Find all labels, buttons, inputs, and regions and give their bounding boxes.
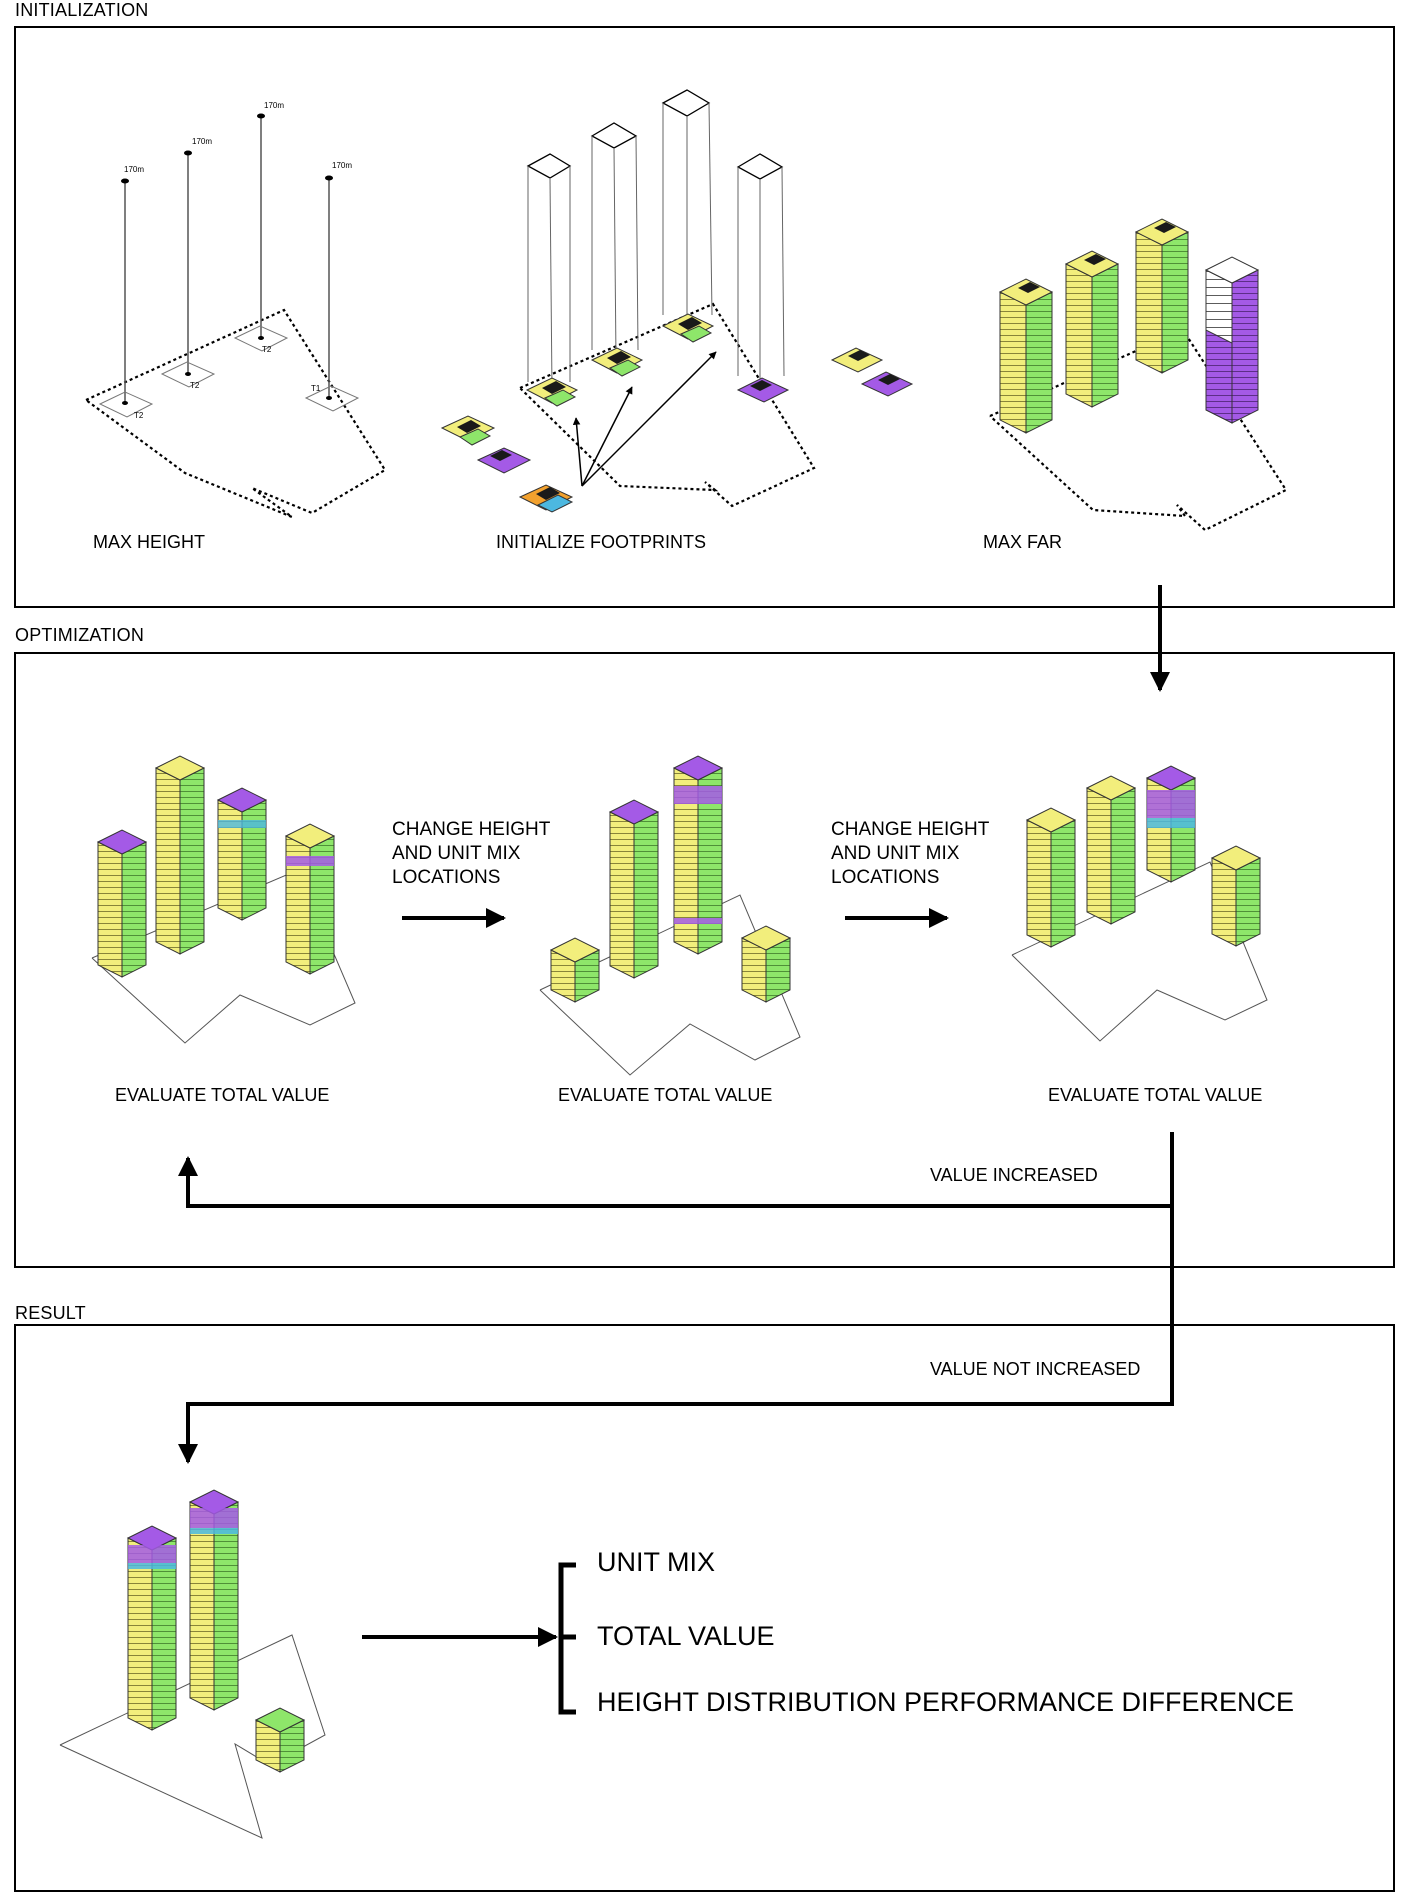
value-not-increased-path — [178, 1206, 1174, 1464]
caption-evaluate-1: EVALUATE TOTAL VALUE — [115, 1085, 330, 1105]
footprint-assignment-arrows — [572, 351, 717, 487]
change-step-1: CHANGE HEIGHT AND UNIT MIX LOCATIONS — [392, 818, 550, 890]
optimization-panel — [14, 652, 1395, 1268]
height-tag: 170m — [264, 101, 284, 110]
change-step-line: LOCATIONS — [831, 867, 940, 888]
change-step-line: CHANGE HEIGHT — [831, 819, 990, 840]
caption-max-far: MAX FAR — [983, 532, 1063, 552]
footprint-loose-orange — [518, 484, 574, 513]
tower-tag: T2 — [262, 345, 272, 354]
section-label-initialization: INITIALIZATION — [15, 0, 149, 20]
tower-tag: T1 — [311, 384, 321, 393]
max-far-towers — [998, 218, 1260, 434]
value-increased-loop — [178, 1132, 1174, 1208]
caption-evaluate-2: EVALUATE TOTAL VALUE — [558, 1085, 773, 1105]
section-label-optimization: OPTIMIZATION — [15, 625, 145, 645]
footprints-roof-frames — [526, 89, 784, 180]
footprint-placed-4 — [736, 377, 790, 403]
caption-max-height: MAX HEIGHT — [93, 532, 206, 552]
height-tag: 170m — [124, 165, 144, 174]
caption-evaluate-3: EVALUATE TOTAL VALUE — [1048, 1085, 1263, 1105]
change-step-line: CHANGE HEIGHT — [392, 819, 551, 840]
footprint-placed-1 — [525, 377, 579, 407]
footprints-guides — [527, 102, 785, 391]
max-height-site — [85, 308, 387, 519]
opt-stage2-towers — [549, 755, 792, 1003]
footprint-placed-3 — [661, 313, 715, 343]
label-value-increased: VALUE INCREASED — [930, 1165, 1098, 1185]
max-height-annotations: 170m 170m 170m 170m T2 T2 T2 T1 — [124, 101, 352, 420]
footprint-loose-right-2 — [860, 371, 914, 397]
opt-stage1-towers — [96, 755, 336, 978]
footprint-loose-right-1 — [830, 347, 884, 373]
height-tag: 170m — [192, 137, 212, 146]
change-step-line: AND UNIT MIX — [831, 843, 960, 864]
output-height-distribution: HEIGHT DISTRIBUTION PERFORMANCE DIFFEREN… — [597, 1687, 1295, 1717]
label-value-not-increased: VALUE NOT INCREASED — [930, 1359, 1141, 1379]
section-label-result: RESULT — [15, 1303, 86, 1323]
footprint-loose-purple — [476, 447, 532, 474]
max-far-site — [989, 328, 1288, 532]
max-height-footprints — [98, 325, 360, 418]
result-towers — [126, 1489, 306, 1773]
output-unit-mix: UNIT MIX — [597, 1547, 716, 1577]
caption-initialize-footprints: INITIALIZE FOOTPRINTS — [496, 532, 707, 552]
tower-tag: T2 — [190, 381, 200, 390]
footprint-placed-2 — [590, 347, 644, 377]
footprints-site — [519, 302, 816, 508]
output-total-value: TOTAL VALUE — [597, 1621, 775, 1651]
change-step-line: LOCATIONS — [392, 867, 501, 888]
change-step-2: CHANGE HEIGHT AND UNIT MIX LOCATIONS — [831, 818, 989, 890]
change-step-line: AND UNIT MIX — [392, 843, 521, 864]
height-tag: 170m — [332, 161, 352, 170]
result-panel — [14, 1324, 1395, 1892]
tower-tag: T2 — [134, 411, 144, 420]
footprint-loose-yellow — [440, 415, 496, 446]
max-height-pole-tops — [121, 113, 333, 405]
initialization-panel — [14, 26, 1395, 608]
opt-stage3-towers — [1025, 765, 1262, 948]
max-height-poles — [124, 116, 330, 403]
